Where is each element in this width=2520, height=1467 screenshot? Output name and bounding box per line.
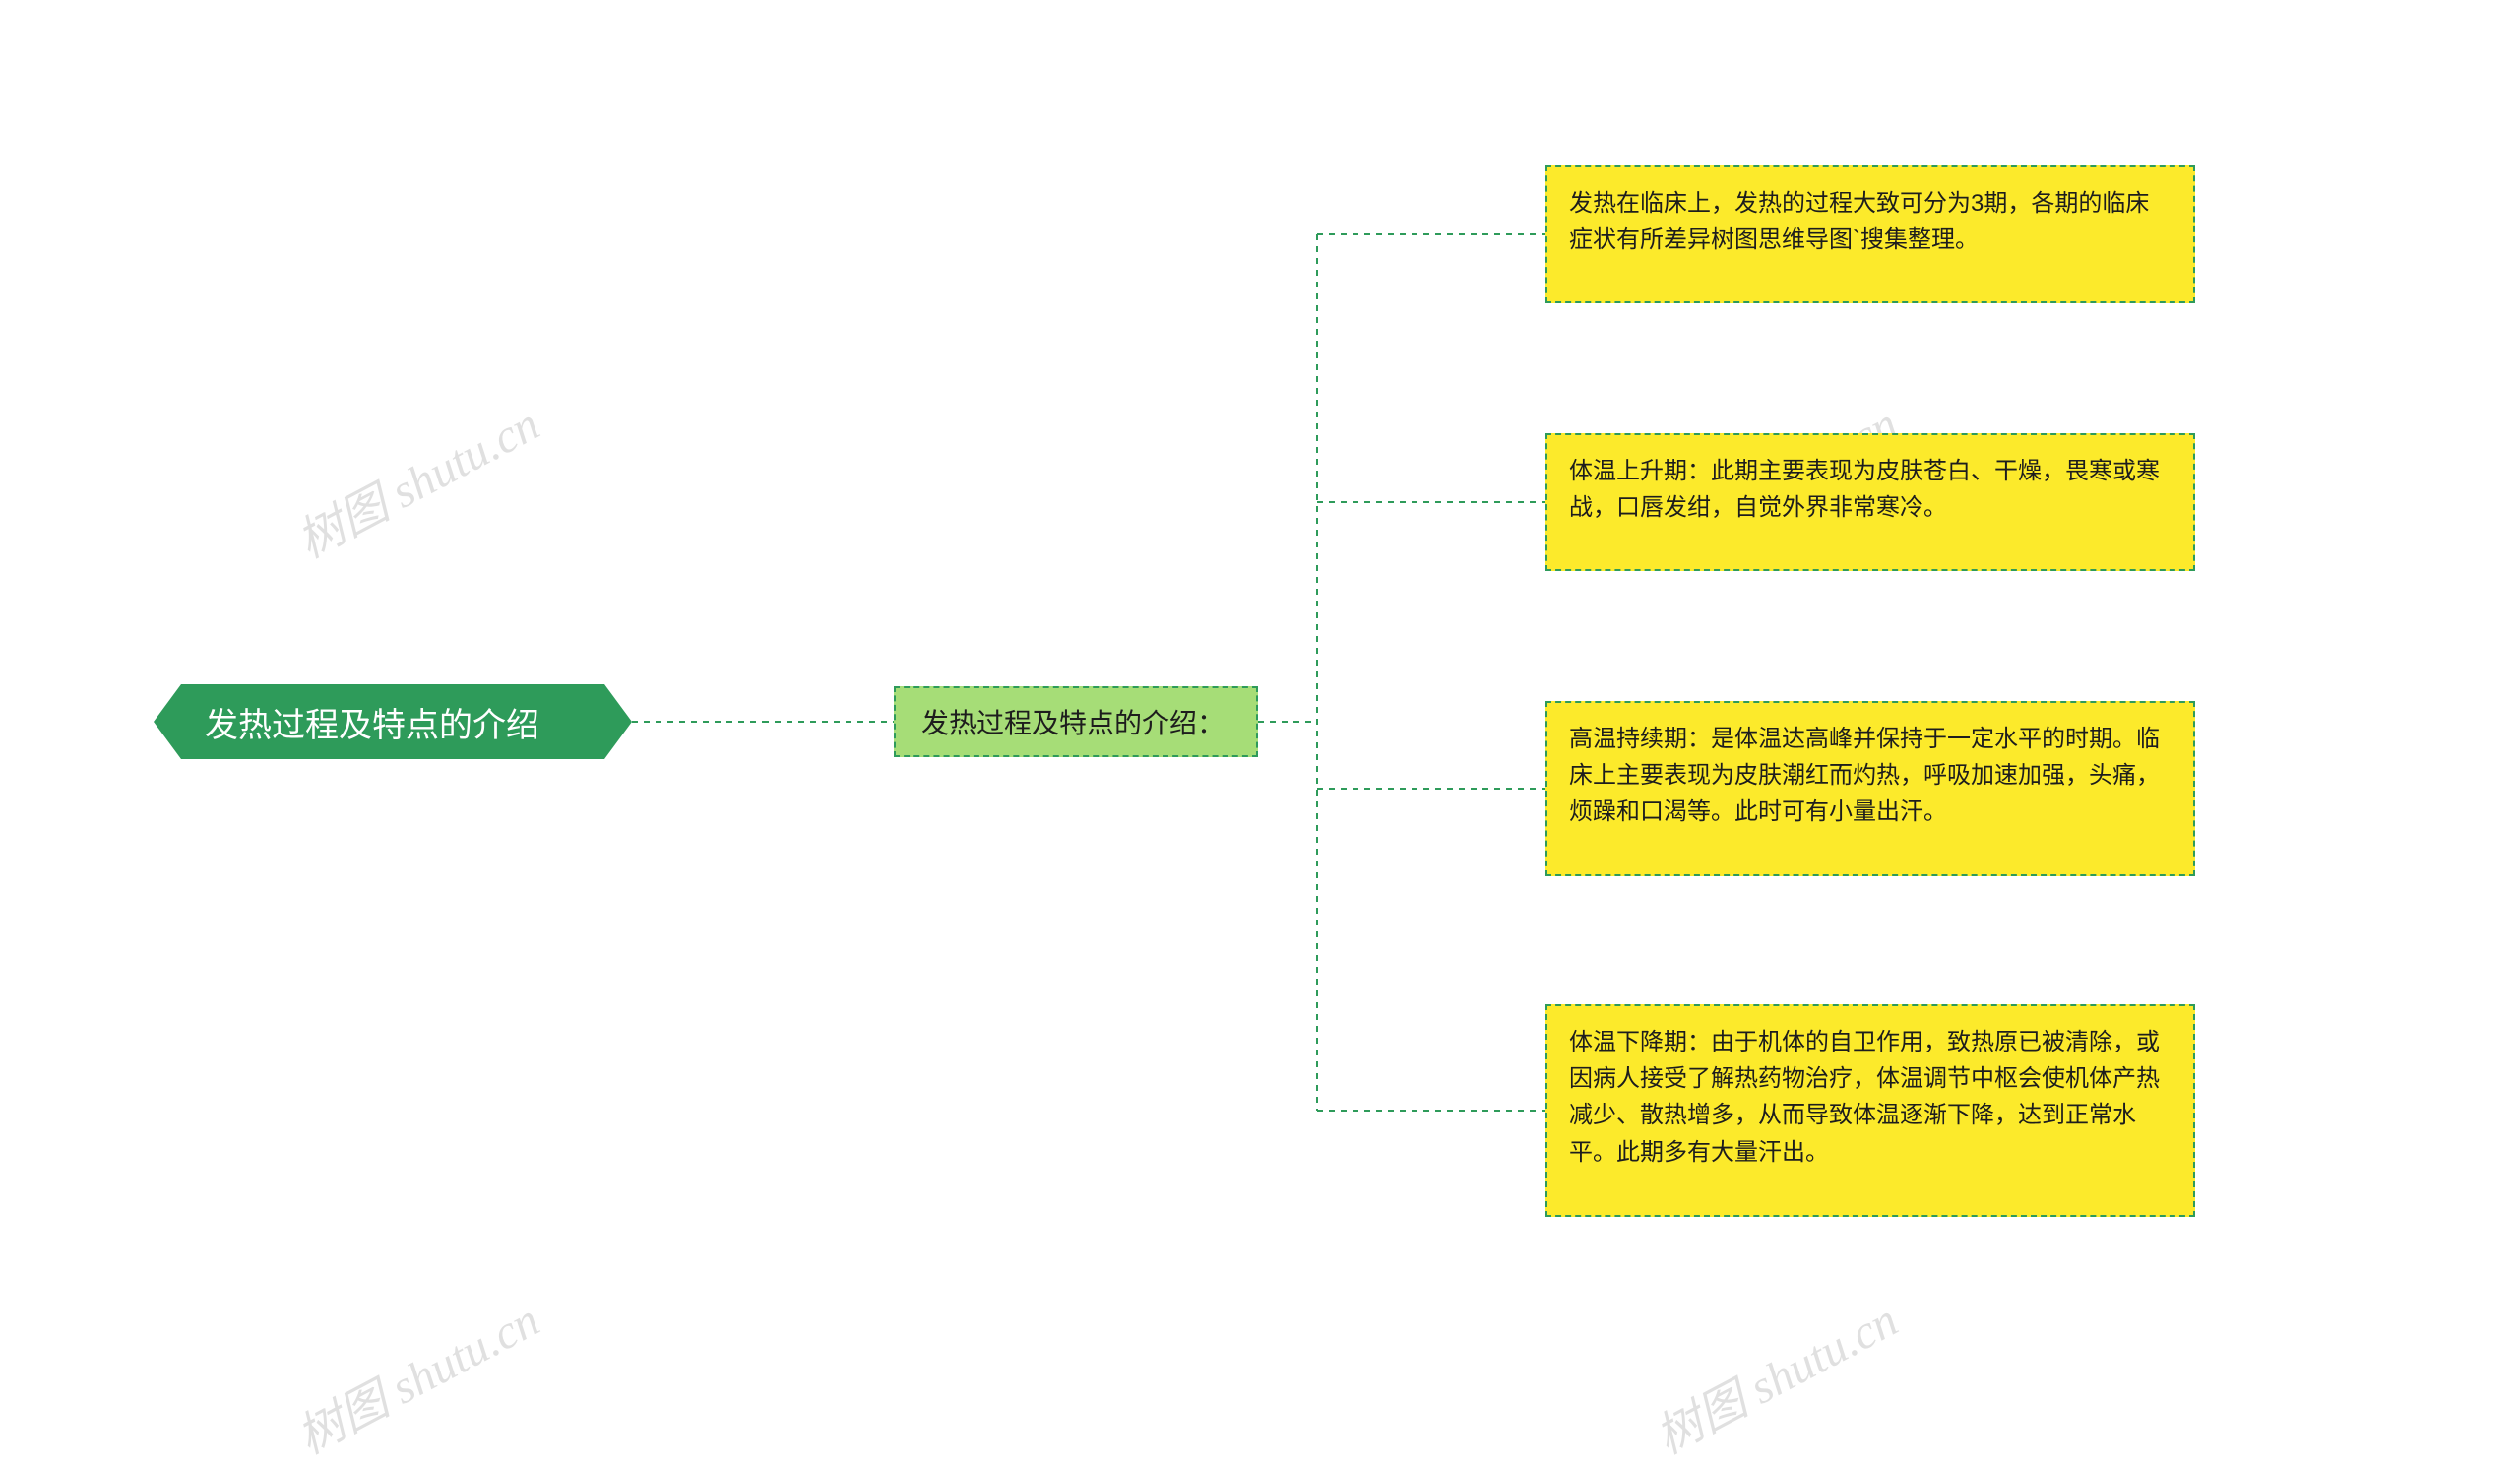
leaf-text: 体温上升期：此期主要表现为皮肤苍白、干燥，畏寒或寒战，口唇发绀，自觉外界非常寒冷… bbox=[1569, 458, 2160, 521]
leaf-node: 高温持续期：是体温达高峰并保持于一定水平的时期。临床上主要表现为皮肤潮红而灼热，… bbox=[1545, 701, 2195, 876]
leaf-text: 高温持续期：是体温达高峰并保持于一定水平的时期。临床上主要表现为皮肤潮红而灼热，… bbox=[1569, 726, 2160, 825]
root-label: 发热过程及特点的介绍 bbox=[181, 684, 604, 759]
leaf-node: 体温下降期：由于机体的自卫作用，致热原已被清除，或因病人接受了解热药物治疗，体温… bbox=[1545, 1004, 2195, 1217]
leaf-node: 体温上升期：此期主要表现为皮肤苍白、干燥，畏寒或寒战，口唇发绀，自觉外界非常寒冷… bbox=[1545, 433, 2195, 571]
mid-label: 发热过程及特点的介绍： bbox=[921, 702, 1225, 741]
watermark: 树图 shutu.cn bbox=[283, 386, 549, 571]
leaf-text: 发热在临床上，发热的过程大致可分为3期，各期的临床症状有所差异树图思维导图`搜集… bbox=[1569, 190, 2149, 253]
leaf-node: 发热在临床上，发热的过程大致可分为3期，各期的临床症状有所差异树图思维导图`搜集… bbox=[1545, 165, 2195, 303]
diagram-canvas: 树图 shutu.cn树图 shutu.cn树图 shutu.cn树图 shut… bbox=[0, 0, 2520, 1429]
mid-node: 发热过程及特点的介绍： bbox=[894, 686, 1258, 757]
root-node: 发热过程及特点的介绍 bbox=[154, 684, 632, 759]
watermark: 树图 shutu.cn bbox=[283, 1282, 549, 1467]
watermark: 树图 shutu.cn bbox=[1641, 1282, 1908, 1467]
leaf-text: 体温下降期：由于机体的自卫作用，致热原已被清除，或因病人接受了解热药物治疗，体温… bbox=[1569, 1029, 2160, 1166]
